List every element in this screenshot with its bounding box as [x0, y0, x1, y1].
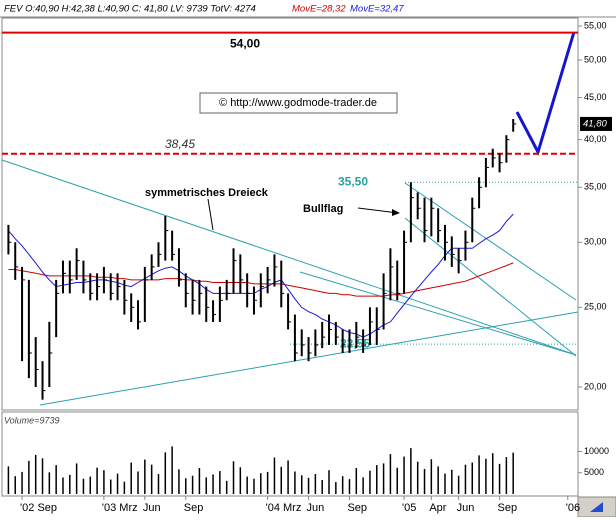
projection-arrow [515, 31, 576, 156]
trend-line [404, 182, 577, 301]
arrow-head [392, 209, 400, 216]
trend-line [404, 217, 577, 357]
y-tick-label: 10000 [584, 446, 609, 456]
level-label: 38,45 [165, 137, 195, 151]
annotation-pointer [207, 198, 214, 231]
price-panel [1, 17, 579, 411]
legend-entry: MovE=32,47 [350, 4, 404, 15]
volume-title: Volume=9739 [4, 415, 59, 425]
x-tick-label: '03 Mrz [102, 502, 138, 514]
x-tick-label: '02 Sep [20, 502, 57, 514]
x-tick-label: '05 [402, 502, 416, 514]
annotation: symmetrisches Dreieck [145, 187, 269, 199]
x-tick-label: Jun [307, 502, 325, 514]
copyright: © http://www.godmode-trader.de [219, 97, 377, 109]
y-tick-label: 20,00 [584, 381, 607, 391]
y-tick-label: 45,00 [584, 92, 607, 102]
annotation-pointer [357, 207, 399, 214]
x-tick-label: Sep [347, 502, 367, 514]
trend-line [1, 159, 577, 356]
trend-line [299, 271, 577, 356]
y-tick-label: 55,00 [584, 20, 607, 30]
legend-entry: MovE=28,32 [292, 4, 346, 15]
x-tick-label: Sep [184, 502, 204, 514]
symbol-line: FEV O:40,90 H:42,38 L:40,90 C: 41,80 LV:… [4, 4, 256, 15]
level-label: 22,55 [340, 336, 370, 350]
x-tick-label: Sep [498, 502, 518, 514]
y-tick-label: 50,00 [584, 54, 607, 64]
x-tick-label: Jun [143, 502, 161, 514]
y-tick-label: 5000 [584, 467, 604, 477]
y-tick-label: 40,00 [584, 134, 607, 144]
y-tick-label: 30,00 [584, 237, 607, 247]
x-tick-label: '06 [566, 502, 580, 514]
y-tick-label: 35,00 [584, 182, 607, 192]
x-tick-label: '04 Mrz [266, 502, 302, 514]
last-price-label: 41,80 [583, 118, 607, 129]
button-icon [590, 502, 603, 512]
copyright-box [199, 92, 398, 114]
y-tick-label: 25,00 [584, 302, 607, 312]
level-label: 35,50 [338, 174, 368, 188]
annotation: Bullflag [303, 203, 343, 215]
x-tick-label: Apr [429, 502, 446, 514]
volume-panel [1, 411, 579, 497]
level-label: 54,00 [230, 37, 260, 51]
x-tick-label: Jun [457, 502, 475, 514]
last-price-box [580, 116, 612, 131]
